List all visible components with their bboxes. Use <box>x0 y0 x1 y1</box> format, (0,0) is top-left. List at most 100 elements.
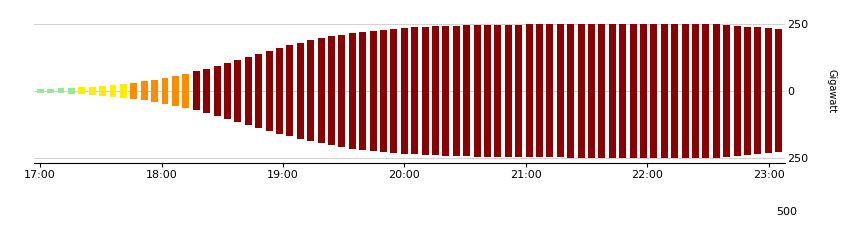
Bar <box>369 31 376 91</box>
Bar <box>411 27 417 91</box>
Bar <box>483 91 491 157</box>
Text: Gigawatt: Gigawatt <box>825 69 835 113</box>
Bar <box>649 24 657 91</box>
Bar <box>733 26 740 91</box>
Bar <box>172 91 179 106</box>
Bar <box>619 24 625 91</box>
Bar <box>722 25 729 91</box>
Bar <box>567 91 573 158</box>
Bar <box>307 91 314 141</box>
Bar <box>753 27 761 91</box>
Bar <box>203 69 210 91</box>
Bar <box>671 91 677 158</box>
Bar <box>390 91 397 153</box>
Bar <box>567 24 573 91</box>
Bar <box>629 91 636 158</box>
Bar <box>431 26 439 91</box>
Bar <box>743 27 750 91</box>
Bar <box>245 91 251 125</box>
Bar <box>141 82 147 91</box>
Bar <box>525 91 532 157</box>
Bar <box>608 24 615 91</box>
Bar <box>89 91 95 95</box>
Bar <box>691 24 698 91</box>
Text: 500: 500 <box>775 207 797 217</box>
Bar <box>224 63 231 91</box>
Bar <box>535 91 543 157</box>
Bar <box>327 91 335 145</box>
Bar <box>224 91 231 119</box>
Bar <box>753 91 761 154</box>
Bar <box>130 91 137 99</box>
Bar <box>379 91 387 152</box>
Bar <box>577 91 584 158</box>
Bar <box>671 24 677 91</box>
Bar <box>535 24 543 91</box>
Bar <box>774 91 781 152</box>
Bar <box>255 54 262 91</box>
Bar <box>141 91 147 100</box>
Bar <box>587 91 594 158</box>
Bar <box>182 74 189 91</box>
Bar <box>712 24 719 91</box>
Bar <box>359 32 366 91</box>
Bar <box>515 24 521 91</box>
Bar <box>379 30 387 91</box>
Bar <box>743 91 750 155</box>
Bar <box>546 24 553 91</box>
Bar <box>286 91 293 136</box>
Bar <box>400 91 407 154</box>
Bar <box>546 91 553 158</box>
Bar <box>296 91 303 139</box>
Bar <box>99 86 106 91</box>
Bar <box>556 24 563 91</box>
Bar <box>733 91 740 156</box>
Bar <box>348 33 355 91</box>
Bar <box>774 29 781 91</box>
Bar <box>151 91 158 102</box>
Bar <box>359 91 366 150</box>
Bar <box>327 36 335 91</box>
Bar <box>712 91 719 158</box>
Bar <box>130 83 137 91</box>
Bar <box>338 34 345 91</box>
Bar <box>37 91 43 93</box>
Bar <box>161 91 169 104</box>
Bar <box>120 91 127 98</box>
Bar <box>411 91 417 154</box>
Bar <box>99 91 106 96</box>
Bar <box>78 91 85 94</box>
Bar <box>255 91 262 128</box>
Bar <box>286 45 293 91</box>
Bar <box>649 91 657 158</box>
Bar <box>473 91 480 157</box>
Bar <box>78 87 85 91</box>
Bar <box>504 91 511 157</box>
Bar <box>57 91 65 93</box>
Bar <box>421 91 428 155</box>
Bar <box>639 91 646 158</box>
Bar <box>317 38 324 91</box>
Bar <box>275 48 283 91</box>
Bar <box>275 91 283 134</box>
Bar <box>608 91 615 158</box>
Bar <box>348 91 355 149</box>
Bar <box>234 60 241 91</box>
Bar <box>483 25 491 91</box>
Bar <box>577 24 584 91</box>
Bar <box>701 24 709 91</box>
Bar <box>587 24 594 91</box>
Bar <box>764 91 771 153</box>
Bar <box>120 84 127 91</box>
Bar <box>68 91 75 94</box>
Bar <box>203 91 210 113</box>
Bar <box>68 88 75 91</box>
Bar <box>109 91 117 97</box>
Bar <box>265 91 272 131</box>
Bar <box>701 91 709 158</box>
Bar <box>639 24 646 91</box>
Bar <box>390 29 397 91</box>
Bar <box>213 66 221 91</box>
Bar <box>764 28 771 91</box>
Bar <box>265 51 272 91</box>
